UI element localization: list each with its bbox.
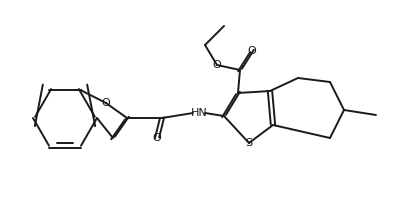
Text: O: O: [102, 98, 110, 108]
Text: O: O: [248, 46, 257, 56]
Text: O: O: [213, 60, 221, 70]
Text: O: O: [153, 133, 161, 143]
Text: HN: HN: [191, 108, 207, 118]
Text: S: S: [246, 138, 252, 148]
